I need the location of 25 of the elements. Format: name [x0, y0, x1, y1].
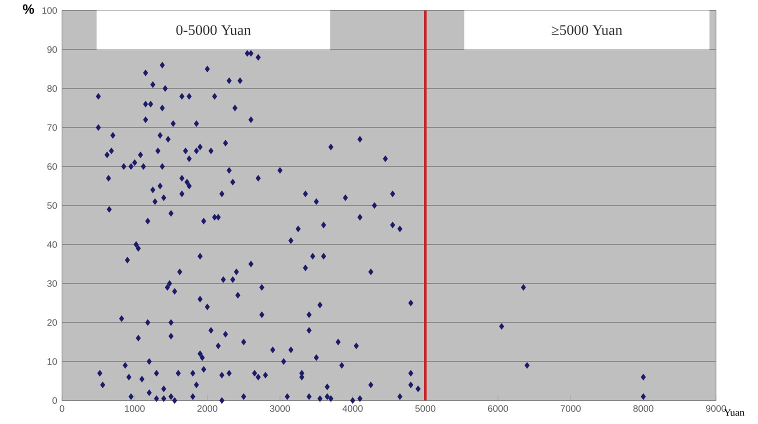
- y-tick-label: 0: [52, 397, 57, 404]
- y-tick-label: 30: [47, 280, 57, 288]
- y-tick-label: 60: [47, 163, 57, 170]
- x-tick-label: 9000: [706, 405, 726, 412]
- x-tick-label: 5000: [415, 405, 436, 412]
- y-tick-label: 10: [48, 358, 57, 366]
- x-tick-label: 7000: [560, 405, 581, 412]
- y-tick-label: 40: [47, 241, 57, 248]
- x-tick-label: 6000: [488, 405, 508, 412]
- x-tick-label: 2000: [197, 405, 218, 412]
- x-tick-label: 8000: [633, 405, 654, 412]
- y-tick-label: 20: [47, 319, 57, 326]
- y-tick-label: 50: [47, 202, 57, 210]
- x-axis-title: Yuan: [724, 409, 744, 416]
- x-tick-label: 3000: [270, 405, 290, 412]
- annotation: 0-5000 Yuan: [176, 25, 251, 36]
- y-tick-label: 70: [47, 124, 57, 132]
- annotation: ≥5000 Yuan: [552, 25, 622, 36]
- x-tick-label: 0: [60, 405, 64, 412]
- y-tick-label: 100: [42, 7, 57, 14]
- y-axis-title: %: [22, 4, 34, 14]
- y-tick-label: 90: [47, 46, 57, 54]
- x-tick-label: 4000: [342, 405, 363, 412]
- x-tick-label: 1000: [125, 405, 145, 412]
- y-tick-label: 80: [47, 85, 57, 92]
